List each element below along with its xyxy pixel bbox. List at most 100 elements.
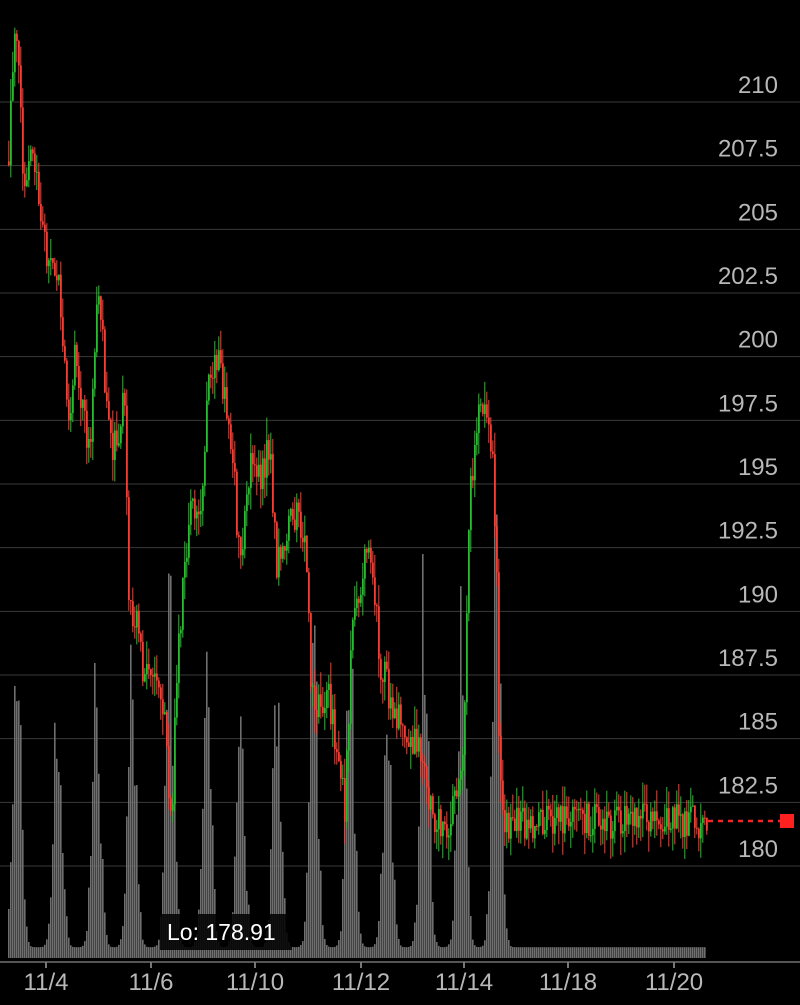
candle-body bbox=[390, 697, 392, 709]
candle-body bbox=[254, 464, 256, 466]
candle-body bbox=[318, 694, 320, 718]
volume-bar bbox=[56, 758, 58, 958]
candle-body bbox=[650, 811, 652, 832]
candle-body bbox=[554, 817, 556, 834]
candle-body bbox=[416, 728, 418, 752]
volume-bar bbox=[138, 884, 140, 958]
candle-body bbox=[376, 605, 378, 607]
volume-bar bbox=[426, 713, 428, 958]
candle-body bbox=[458, 779, 460, 797]
candle-body bbox=[462, 754, 464, 771]
candle-body bbox=[84, 399, 86, 411]
volume-bar bbox=[588, 947, 590, 958]
volume-bar bbox=[58, 771, 60, 958]
candle-body bbox=[706, 818, 708, 831]
candle-body bbox=[436, 829, 438, 832]
candle-body bbox=[146, 663, 148, 675]
candle-body bbox=[696, 827, 698, 829]
volume-bar bbox=[100, 843, 102, 958]
volume-bar bbox=[614, 947, 616, 958]
candle-body bbox=[28, 161, 30, 181]
volume-bar bbox=[170, 575, 172, 958]
volume-bar bbox=[258, 947, 260, 958]
candle-body bbox=[422, 761, 424, 763]
volume-bar bbox=[530, 947, 532, 958]
volume-bar bbox=[648, 947, 650, 958]
volume-bar bbox=[584, 947, 586, 958]
candle-body bbox=[548, 805, 550, 810]
candle-body bbox=[16, 33, 18, 41]
volume-bar bbox=[308, 802, 310, 958]
candle-body bbox=[432, 796, 434, 815]
candle-body bbox=[350, 650, 352, 724]
candle-body bbox=[568, 818, 570, 827]
candle-body bbox=[648, 822, 650, 832]
candle-body bbox=[328, 683, 330, 690]
volume-bar bbox=[322, 925, 324, 958]
y-tick-label: 182.5 bbox=[718, 772, 778, 799]
volume-bar bbox=[624, 947, 626, 958]
volume-bar bbox=[494, 465, 496, 958]
volume-bar bbox=[486, 914, 488, 958]
volume-bar bbox=[222, 946, 224, 958]
candle-body bbox=[484, 404, 486, 414]
volume-bar bbox=[244, 835, 246, 958]
volume-bar bbox=[356, 850, 358, 958]
candle-body bbox=[446, 824, 448, 838]
volume-bar bbox=[348, 710, 350, 958]
volume-bar bbox=[44, 944, 46, 958]
volume-bar bbox=[580, 947, 582, 958]
volume-bar bbox=[354, 833, 356, 958]
volume-bar bbox=[414, 922, 416, 958]
candle-body bbox=[552, 816, 554, 834]
volume-bar bbox=[108, 944, 110, 958]
volume-bar bbox=[556, 947, 558, 958]
volume-bar bbox=[352, 668, 354, 958]
y-tick-label: 195 bbox=[738, 454, 778, 481]
candle-body bbox=[592, 828, 594, 836]
volume-bar bbox=[118, 944, 120, 958]
volume-bar bbox=[372, 946, 374, 958]
volume-bar bbox=[520, 947, 522, 958]
volume-bar bbox=[240, 716, 242, 958]
candle-body bbox=[10, 100, 12, 166]
candle-body bbox=[488, 417, 490, 425]
candle-body bbox=[252, 453, 254, 465]
volume-bar bbox=[182, 944, 184, 958]
volume-bar bbox=[78, 947, 80, 958]
candle-body bbox=[490, 424, 492, 452]
candle-body bbox=[222, 363, 224, 399]
candle-body bbox=[288, 515, 290, 541]
candle-body bbox=[14, 33, 16, 73]
candle-body bbox=[40, 204, 42, 222]
candle-body bbox=[34, 153, 36, 173]
candle-body bbox=[468, 530, 470, 614]
volume-bar bbox=[334, 946, 336, 958]
candle-body bbox=[526, 819, 528, 839]
volume-bar bbox=[680, 947, 682, 958]
candle-body bbox=[192, 498, 194, 501]
volume-bar bbox=[586, 947, 588, 958]
y-tick-label: 197.5 bbox=[718, 390, 778, 417]
volume-bar bbox=[600, 947, 602, 958]
candle-body bbox=[242, 549, 244, 556]
candle-body bbox=[274, 512, 276, 523]
candle-body bbox=[572, 806, 574, 822]
volume-bar bbox=[510, 946, 512, 958]
volume-bar bbox=[362, 943, 364, 958]
volume-bar bbox=[146, 946, 148, 958]
candle-body bbox=[408, 742, 410, 747]
volume-bar bbox=[596, 947, 598, 958]
volume-bar bbox=[522, 947, 524, 958]
volume-bar bbox=[280, 821, 282, 958]
candle-body bbox=[460, 770, 462, 780]
candle-body bbox=[636, 807, 638, 828]
candle-body bbox=[60, 274, 62, 318]
volume-bar bbox=[382, 852, 384, 958]
candle-body bbox=[304, 535, 306, 543]
volume-bar bbox=[508, 940, 510, 958]
volume-bar bbox=[298, 946, 300, 958]
candle-body bbox=[140, 633, 142, 642]
candle-body bbox=[346, 750, 348, 822]
